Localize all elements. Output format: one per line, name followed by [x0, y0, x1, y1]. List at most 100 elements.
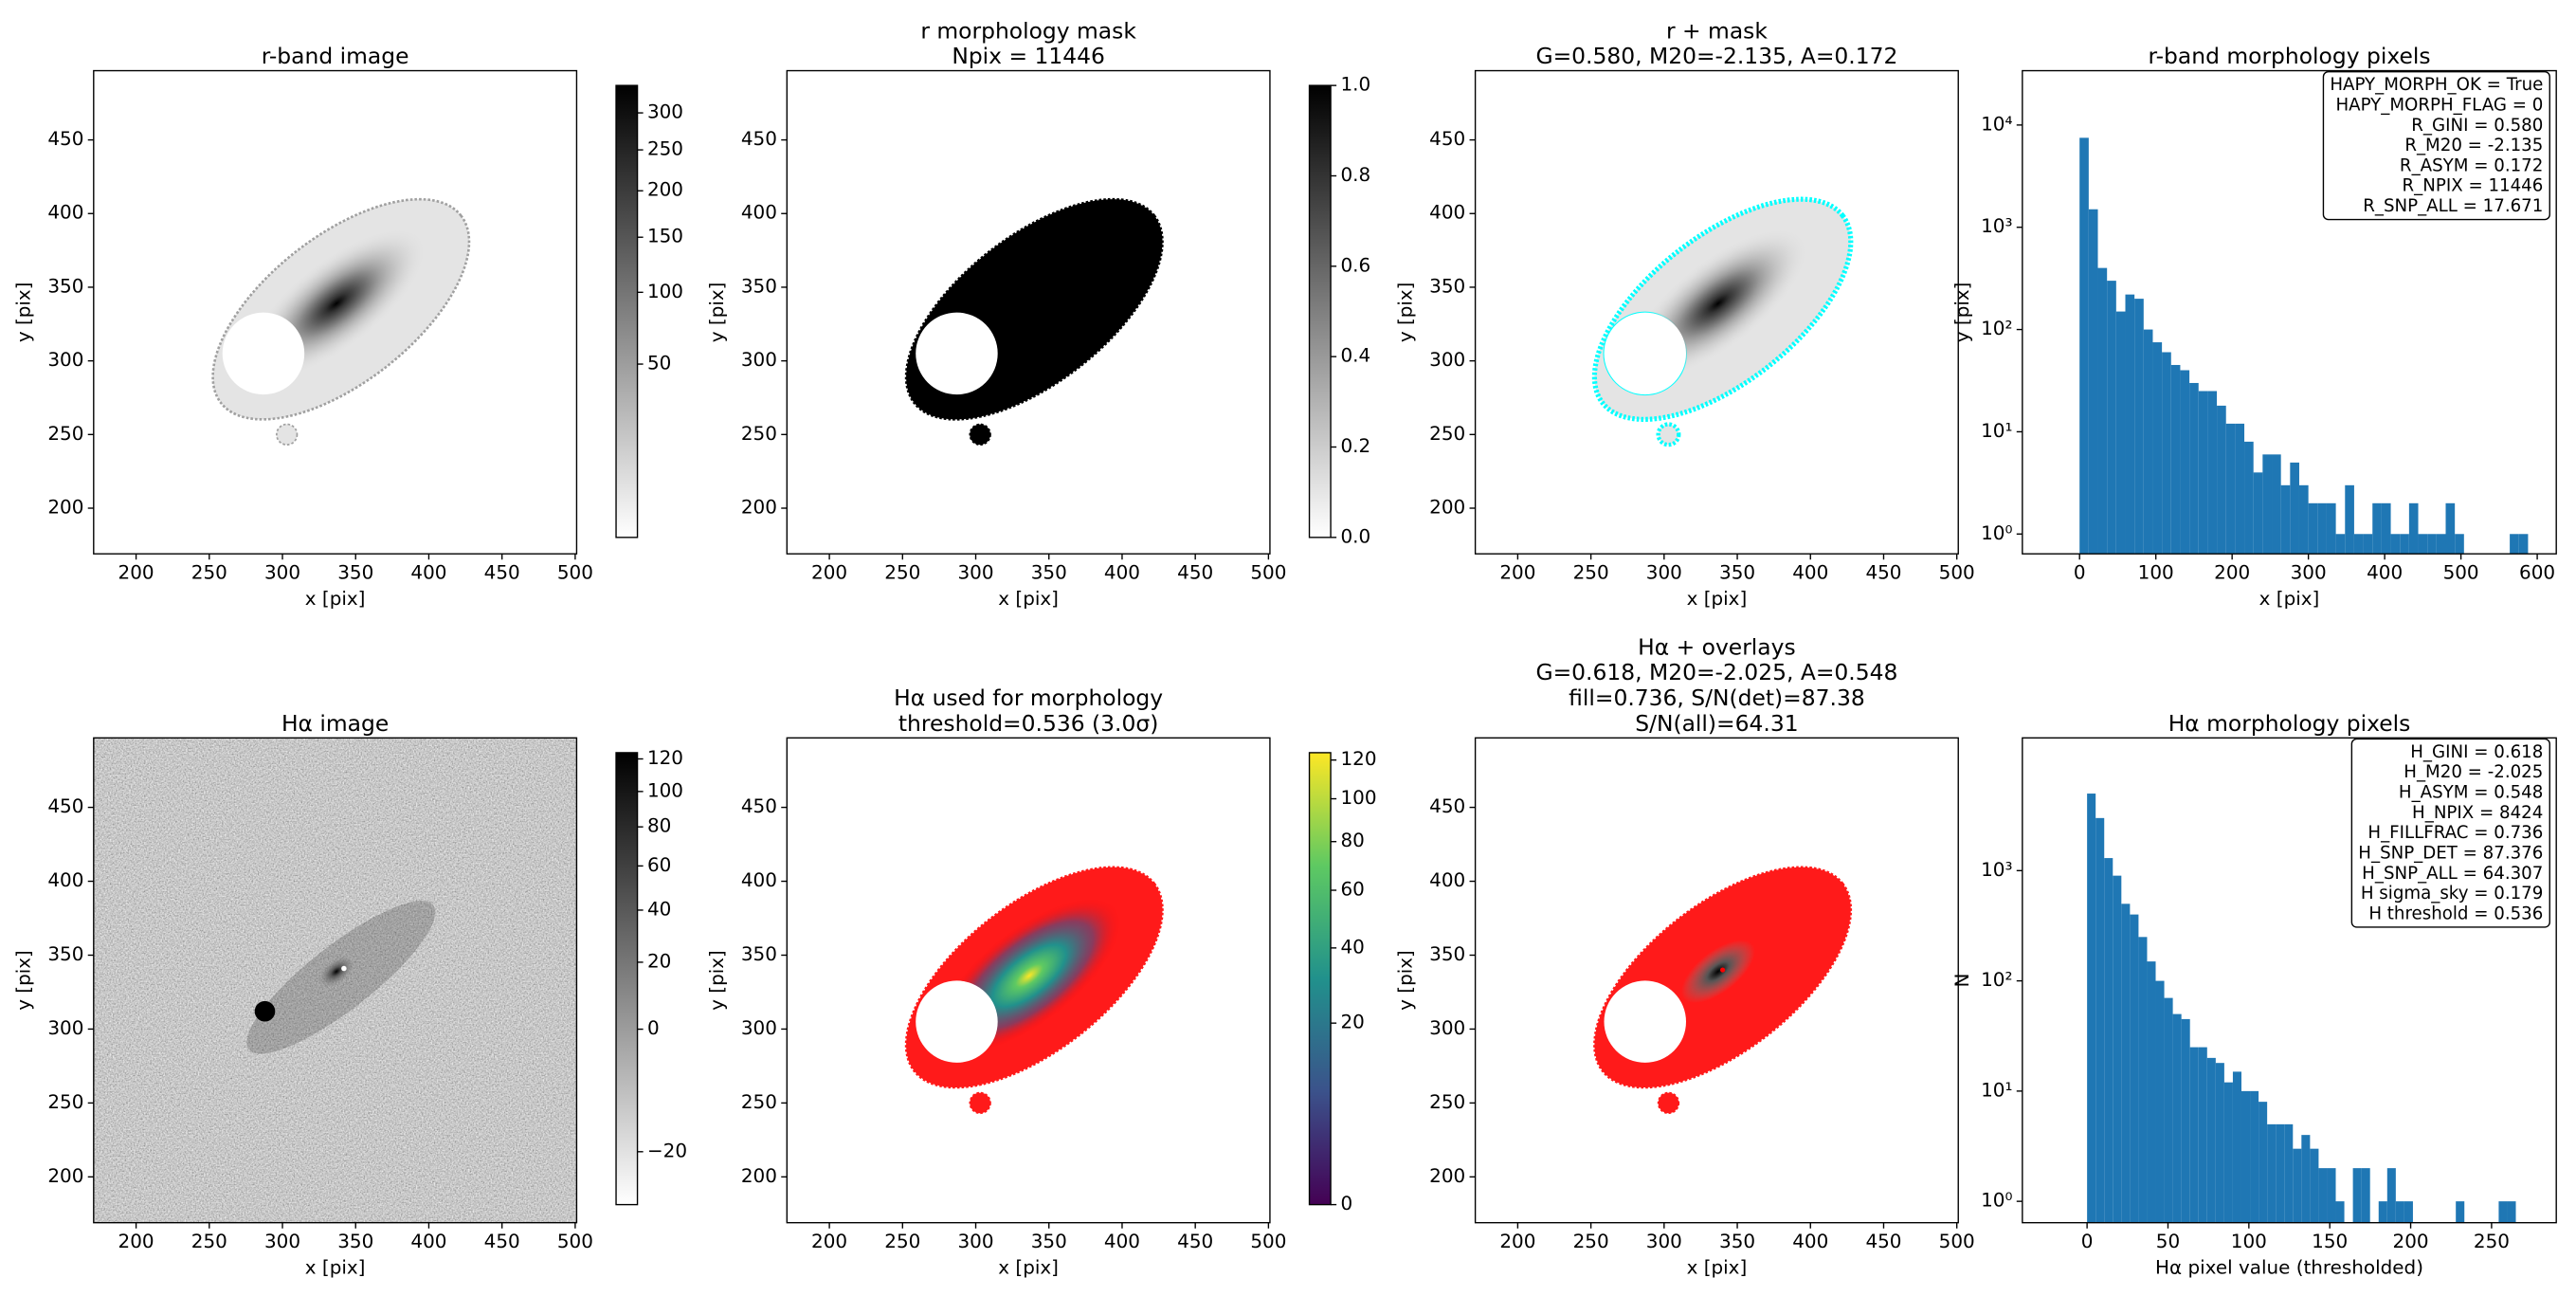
- x-tick-label: 400: [410, 1231, 446, 1252]
- bar: [2418, 534, 2428, 555]
- colorbar-tick-label: 100: [1340, 787, 1376, 809]
- y-tick-label: 250: [1429, 423, 1465, 445]
- y-tick-label: 250: [1429, 1091, 1465, 1113]
- y-tick-label: 300: [741, 1017, 777, 1039]
- galaxy-blob: [275, 423, 299, 446]
- annotation-line: R_GINI = 0.580: [2411, 116, 2543, 136]
- colorbar: [1308, 84, 1332, 538]
- bar: [2510, 534, 2519, 555]
- panel-title: r + mask: [1666, 17, 1768, 44]
- y-tick-label: 350: [1429, 275, 1465, 297]
- bar: [2361, 1168, 2370, 1223]
- galaxy-core: [1627, 228, 1809, 380]
- colorbar-tick-label: 40: [1340, 936, 1364, 958]
- bar: [2180, 370, 2190, 555]
- panel: Hα morphology pixels 0 50 100 150 200 250 10⁰ 10…: [1951, 710, 2557, 1279]
- y-tick-label: 450: [1429, 795, 1465, 817]
- annotation-line: H_SNP_DET = 87.376: [2358, 844, 2543, 864]
- colorbar-tick-label: 120: [1340, 748, 1376, 770]
- x-axis-label: x [pix]: [998, 1257, 1059, 1279]
- y-tick-label: 450: [741, 795, 777, 817]
- panel: r-band image 200 250 300 350 400 450 500 200 250 3…: [13, 43, 683, 610]
- y-tick-label: 450: [47, 795, 83, 817]
- x-tick-label: 500: [1250, 561, 1286, 583]
- bar: [2395, 1201, 2404, 1223]
- bar: [2113, 875, 2122, 1223]
- x-tick-label: 500: [1250, 1231, 1286, 1252]
- y-tick-label: 300: [47, 349, 83, 371]
- bar: [2095, 817, 2105, 1223]
- y-tick-label: 350: [741, 275, 777, 297]
- bar: [2235, 423, 2245, 555]
- y-tick-label: 10⁰: [1981, 522, 2012, 544]
- x-tick-label: 500: [1939, 561, 1975, 583]
- image: [1475, 738, 1959, 1223]
- colorbar-tick-label: 200: [647, 179, 683, 201]
- x-tick-label: 450: [1177, 561, 1213, 583]
- bar: [2244, 441, 2254, 555]
- y-tick-label: 300: [1429, 349, 1465, 371]
- bar: [2381, 502, 2391, 555]
- x-tick-label: 300: [958, 561, 994, 583]
- x-tick-label: 100: [2231, 1231, 2267, 1252]
- bar: [2267, 1123, 2277, 1223]
- bar: [2232, 1071, 2241, 1223]
- x-tick-label: 250: [884, 1231, 920, 1252]
- colorbar-tick-label: 80: [647, 815, 671, 837]
- x-axis-label: x [pix]: [2259, 588, 2320, 610]
- y-tick-label: 350: [741, 943, 777, 965]
- y-tick-label: 10¹: [1981, 420, 2012, 442]
- bar: [2198, 1047, 2207, 1223]
- axes-frame: [2022, 69, 2557, 555]
- bar: [2088, 209, 2098, 555]
- bar: [2436, 534, 2446, 555]
- x-tick-label: 400: [410, 561, 446, 583]
- x-tick-label: 450: [1865, 1231, 1901, 1252]
- x-tick-label: 500: [557, 1231, 593, 1252]
- y-tick-label: 400: [1429, 869, 1465, 891]
- y-tick-label: 250: [741, 423, 777, 445]
- panel-title: S/N(all)=64.31: [1635, 710, 1798, 737]
- annotation-line: H_SNP_ALL = 64.307: [2362, 864, 2543, 884]
- y-tick-label: 10²: [1981, 318, 2012, 339]
- galaxy: [1591, 196, 1854, 447]
- axes-frame: [2022, 737, 2557, 1224]
- bar: [2290, 462, 2299, 555]
- bar: [2372, 502, 2382, 555]
- colorbar-tick-label: 0: [1340, 1193, 1352, 1214]
- y-tick-label: 300: [1429, 1017, 1465, 1039]
- galaxy-blob: [1656, 422, 1681, 447]
- bar: [2353, 534, 2364, 555]
- x-tick-label: 450: [484, 1231, 520, 1252]
- y-tick-label: 450: [741, 128, 777, 150]
- bar: [2318, 1168, 2328, 1223]
- x-tick-label: 300: [958, 1231, 994, 1252]
- colorbar-tick-label: 60: [1340, 879, 1364, 901]
- y-tick-label: 10²: [1981, 969, 2012, 991]
- y-tick-label: 400: [741, 202, 777, 224]
- colorbar-tick-label: 40: [647, 898, 671, 920]
- bar: [2172, 1013, 2182, 1223]
- colorbar-tick-label: 100: [647, 779, 683, 801]
- colorbar: [615, 84, 639, 538]
- annotation-line: R_NPIX = 11446: [2403, 176, 2544, 196]
- bar: [2308, 502, 2318, 555]
- bar: [2240, 1090, 2251, 1223]
- y-tick-label: 10⁰: [1981, 1190, 2012, 1212]
- x-tick-label: 300: [1646, 1231, 1682, 1252]
- y-tick-label: 200: [741, 497, 777, 519]
- panel-title: r morphology mask: [920, 17, 1136, 44]
- annotation-line: R_M20 = -2.135: [2404, 136, 2543, 155]
- y-tick-label: 450: [47, 128, 83, 150]
- panel-title: Npix = 11446: [952, 43, 1105, 69]
- bar: [2259, 1102, 2268, 1223]
- y-tick-label: 450: [1429, 128, 1465, 150]
- y-tick-label: 250: [741, 1091, 777, 1113]
- x-tick-label: 100: [2138, 561, 2174, 583]
- annotation-line: HAPY_MORPH_OK = True: [2330, 75, 2543, 95]
- x-tick-label: 200: [1499, 561, 1535, 583]
- x-tick-label: 200: [1499, 1231, 1535, 1252]
